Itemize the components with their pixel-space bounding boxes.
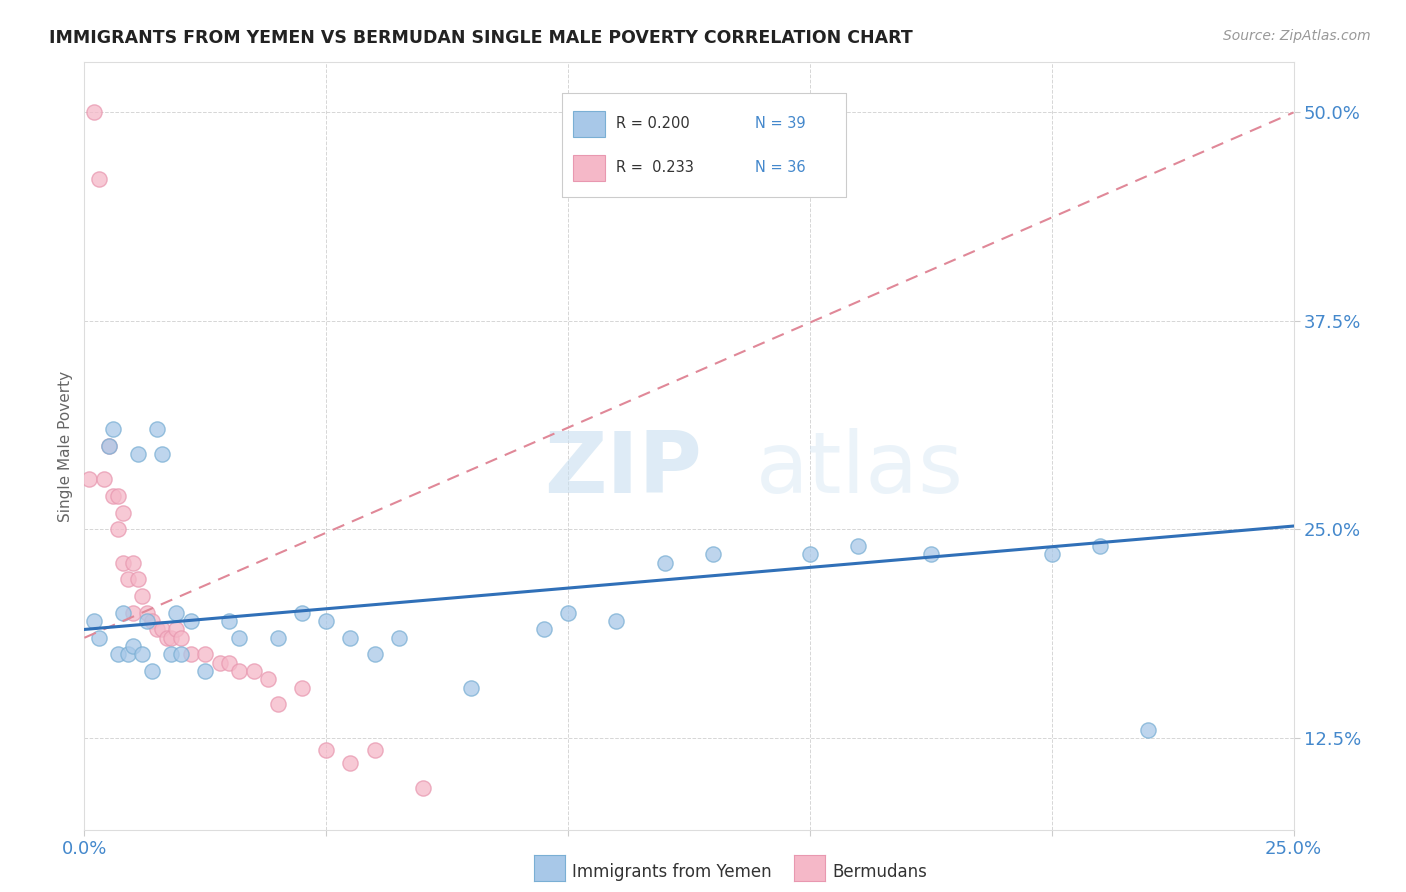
Point (165, 623, 187, 637)
Point (412, 780, 434, 795)
Text: ZIP: ZIP (544, 427, 702, 510)
Point (170, 648, 193, 662)
Point (146, 623, 169, 637)
Point (121, 606, 143, 620)
Point (107, 489, 129, 503)
Text: Bermudans: Bermudans (832, 863, 927, 881)
Point (702, 548, 724, 562)
Point (160, 648, 183, 662)
Y-axis label: Single Male Poverty: Single Male Poverty (58, 370, 73, 522)
Point (315, 742, 337, 756)
Point (83, 614, 105, 628)
Point (131, 589, 153, 603)
Point (460, 681, 482, 695)
Point (93, 472, 115, 486)
Point (1088, 539, 1111, 553)
Point (315, 614, 337, 628)
Point (920, 548, 942, 562)
Point (87, 172, 110, 186)
Point (533, 623, 555, 637)
Point (165, 606, 187, 620)
Point (242, 664, 264, 678)
Point (117, 648, 139, 662)
Point (103, 422, 125, 436)
Point (267, 698, 290, 712)
Point (150, 447, 173, 461)
Point (112, 506, 135, 520)
Point (141, 664, 163, 678)
Point (194, 648, 217, 662)
Point (121, 639, 143, 653)
Point (1137, 723, 1160, 737)
Point (97, 439, 120, 453)
Point (291, 606, 314, 620)
Point (112, 606, 135, 620)
Point (155, 631, 177, 645)
Point (141, 614, 163, 628)
Point (339, 756, 361, 770)
Point (127, 447, 149, 461)
Point (150, 623, 173, 637)
Point (363, 742, 385, 756)
Point (363, 648, 385, 662)
Point (107, 522, 129, 536)
Point (117, 573, 139, 587)
Point (267, 631, 290, 645)
Point (654, 556, 676, 570)
Point (83, 105, 105, 120)
Point (146, 422, 169, 436)
Point (228, 631, 250, 645)
Text: atlas: atlas (755, 427, 963, 510)
Text: Immigrants from Yemen: Immigrants from Yemen (572, 863, 772, 881)
Point (170, 631, 193, 645)
Point (136, 614, 159, 628)
Point (218, 656, 240, 670)
Point (388, 631, 411, 645)
Point (228, 664, 250, 678)
Point (127, 573, 149, 587)
Point (112, 556, 135, 570)
Point (107, 648, 129, 662)
Point (1040, 548, 1063, 562)
Point (131, 648, 153, 662)
Point (257, 673, 280, 687)
Point (194, 664, 217, 678)
Point (291, 681, 314, 695)
Point (87, 631, 110, 645)
Point (208, 656, 231, 670)
Point (121, 556, 143, 570)
Point (180, 648, 202, 662)
Point (136, 606, 159, 620)
Text: Source: ZipAtlas.com: Source: ZipAtlas.com (1223, 29, 1371, 43)
Point (799, 548, 821, 562)
Point (103, 489, 125, 503)
Text: IMMIGRANTS FROM YEMEN VS BERMUDAN SINGLE MALE POVERTY CORRELATION CHART: IMMIGRANTS FROM YEMEN VS BERMUDAN SINGLE… (49, 29, 912, 46)
Point (605, 614, 627, 628)
Point (846, 539, 869, 553)
Point (97, 439, 120, 453)
Point (557, 606, 579, 620)
Point (218, 614, 240, 628)
Point (180, 614, 202, 628)
Point (77, 472, 100, 486)
Point (339, 631, 361, 645)
Point (160, 631, 183, 645)
